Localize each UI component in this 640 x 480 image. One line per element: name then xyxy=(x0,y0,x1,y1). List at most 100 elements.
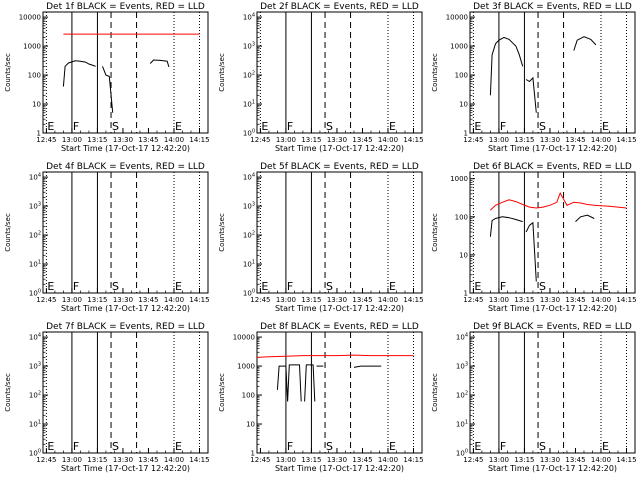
x-tick-label: 13:30 xyxy=(540,296,560,304)
y-axis-label: Counts/sec xyxy=(4,53,12,92)
y-tick-label: 104 xyxy=(29,173,41,182)
x-tick-label: 13:00 xyxy=(62,136,82,144)
chart-title: Det 4f BLACK = Events, RED = LLD xyxy=(46,162,205,172)
x-tick-label: 12:45 xyxy=(250,136,270,144)
y-axis-label: Counts/sec xyxy=(431,373,439,412)
x-tick-label: 13:00 xyxy=(276,136,296,144)
plot-frame xyxy=(42,11,209,134)
y-tick-label: 1 xyxy=(251,450,255,458)
x-tick-label: 12:45 xyxy=(250,456,270,464)
marker-label: E xyxy=(175,120,182,133)
series-line xyxy=(149,59,170,68)
y-tick-label: 100 xyxy=(29,449,41,458)
y-tick-label: 103 xyxy=(243,42,255,51)
marker-label: S xyxy=(539,440,546,453)
x-tick-label: 13:15 xyxy=(514,456,534,464)
x-tick-label: 12:45 xyxy=(36,456,56,464)
marker-label: E xyxy=(175,280,182,293)
x-tick-label: 13:45 xyxy=(138,136,158,144)
x-tick-label: 14:15 xyxy=(403,296,423,304)
x-tick-label: 13:30 xyxy=(327,136,347,144)
x-tick-label: 13:15 xyxy=(301,456,321,464)
x-tick-label: 13:15 xyxy=(301,136,321,144)
marker-label: E xyxy=(602,440,609,453)
y-tick-label: 10 xyxy=(32,101,41,109)
y-axis-label: Counts/sec xyxy=(4,213,12,252)
series-line xyxy=(575,214,595,222)
y-tick-label: 102 xyxy=(243,231,255,240)
series-line xyxy=(62,60,96,87)
chart-panel: Det 5f BLACK = Events, RED = LLD 100 101 10… xyxy=(218,162,424,313)
x-tick-label: 14:00 xyxy=(378,136,398,144)
x-axis-label: Start Time (17-Oct-17 12:42:20) xyxy=(275,464,404,473)
marker-label: F xyxy=(500,440,506,453)
y-tick-label: 100 xyxy=(243,129,255,138)
marker-label: E xyxy=(47,120,54,133)
x-tick-label: 13:30 xyxy=(113,296,133,304)
x-tick-label: 14:15 xyxy=(189,136,209,144)
marker-label: E xyxy=(261,280,268,293)
y-tick-label: 102 xyxy=(29,231,41,240)
x-tick-label: 13:15 xyxy=(87,296,107,304)
y-tick-label: 1 xyxy=(464,130,468,138)
x-tick-label: 14:00 xyxy=(591,136,611,144)
plot-frame xyxy=(256,11,423,134)
x-tick-label: 13:00 xyxy=(489,296,509,304)
series-line xyxy=(573,36,597,51)
chart-title: Det 8f BLACK = Events, RED = LLD xyxy=(260,322,419,332)
series-line xyxy=(490,191,627,211)
marker-label: F xyxy=(500,280,506,293)
x-tick-label: 13:30 xyxy=(113,136,133,144)
x-tick-label: 13:15 xyxy=(87,456,107,464)
y-tick-label: 100 xyxy=(455,72,468,80)
x-tick-label: 14:15 xyxy=(189,296,209,304)
x-tick-label: 14:15 xyxy=(616,456,636,464)
y-tick-label: 10 xyxy=(246,421,255,429)
marker-label: E xyxy=(389,120,396,133)
chart-panel: Det 9f BLACK = Events, RED = LLD 100 101 10… xyxy=(431,322,637,473)
plot-frame xyxy=(469,171,636,294)
x-tick-label: 13:00 xyxy=(62,296,82,304)
x-tick-label: 12:45 xyxy=(463,136,483,144)
x-tick-label: 13:00 xyxy=(276,456,296,464)
x-tick-label: 13:45 xyxy=(565,296,585,304)
y-tick-label: 1000 xyxy=(237,363,255,371)
marker-label: E xyxy=(602,280,609,293)
x-tick-label: 13:45 xyxy=(352,136,372,144)
plot-frame xyxy=(42,171,209,294)
x-axis-label: Start Time (17-Oct-17 12:42:20) xyxy=(488,464,617,473)
y-tick-label: 102 xyxy=(29,391,41,400)
x-tick-label: 14:15 xyxy=(403,456,423,464)
y-tick-label: 104 xyxy=(29,333,41,342)
y-tick-label: 103 xyxy=(29,362,41,371)
x-tick-label: 13:00 xyxy=(489,456,509,464)
y-tick-label: 1000 xyxy=(23,43,41,51)
marker-label: E xyxy=(175,440,182,453)
x-tick-label: 14:00 xyxy=(591,296,611,304)
x-tick-label: 13:30 xyxy=(540,136,560,144)
chart-panel: Det 8f BLACK = Events, RED = LLD 1 10 100 10… xyxy=(218,322,424,473)
chart-title: Det 5f BLACK = Events, RED = LLD xyxy=(260,162,419,172)
y-axis-label: Counts/sec xyxy=(431,213,439,252)
plot-frame xyxy=(42,331,209,454)
y-tick-label: 10 xyxy=(459,251,468,259)
y-tick-label: 103 xyxy=(29,202,41,211)
x-tick-label: 12:45 xyxy=(463,456,483,464)
y-tick-label: 10000 xyxy=(446,14,468,22)
x-tick-label: 13:45 xyxy=(138,456,158,464)
plot-frame xyxy=(469,331,636,454)
marker-label: S xyxy=(539,120,546,133)
x-axis-label: Start Time (17-Oct-17 12:42:20) xyxy=(275,144,404,153)
x-axis-label: Start Time (17-Oct-17 12:42:20) xyxy=(275,304,404,313)
y-tick-label: 100 xyxy=(456,449,468,458)
marker-label: S xyxy=(112,440,119,453)
x-tick-label: 12:45 xyxy=(250,296,270,304)
y-tick-label: 100 xyxy=(242,392,255,400)
x-tick-label: 13:15 xyxy=(87,136,107,144)
y-tick-label: 101 xyxy=(29,420,41,429)
y-tick-label: 104 xyxy=(243,173,255,182)
series-line xyxy=(276,365,286,390)
series-line xyxy=(489,36,524,96)
chart-title: Det 7f BLACK = Events, RED = LLD xyxy=(46,322,205,332)
x-axis-label: Start Time (17-Oct-17 12:42:20) xyxy=(61,304,190,313)
